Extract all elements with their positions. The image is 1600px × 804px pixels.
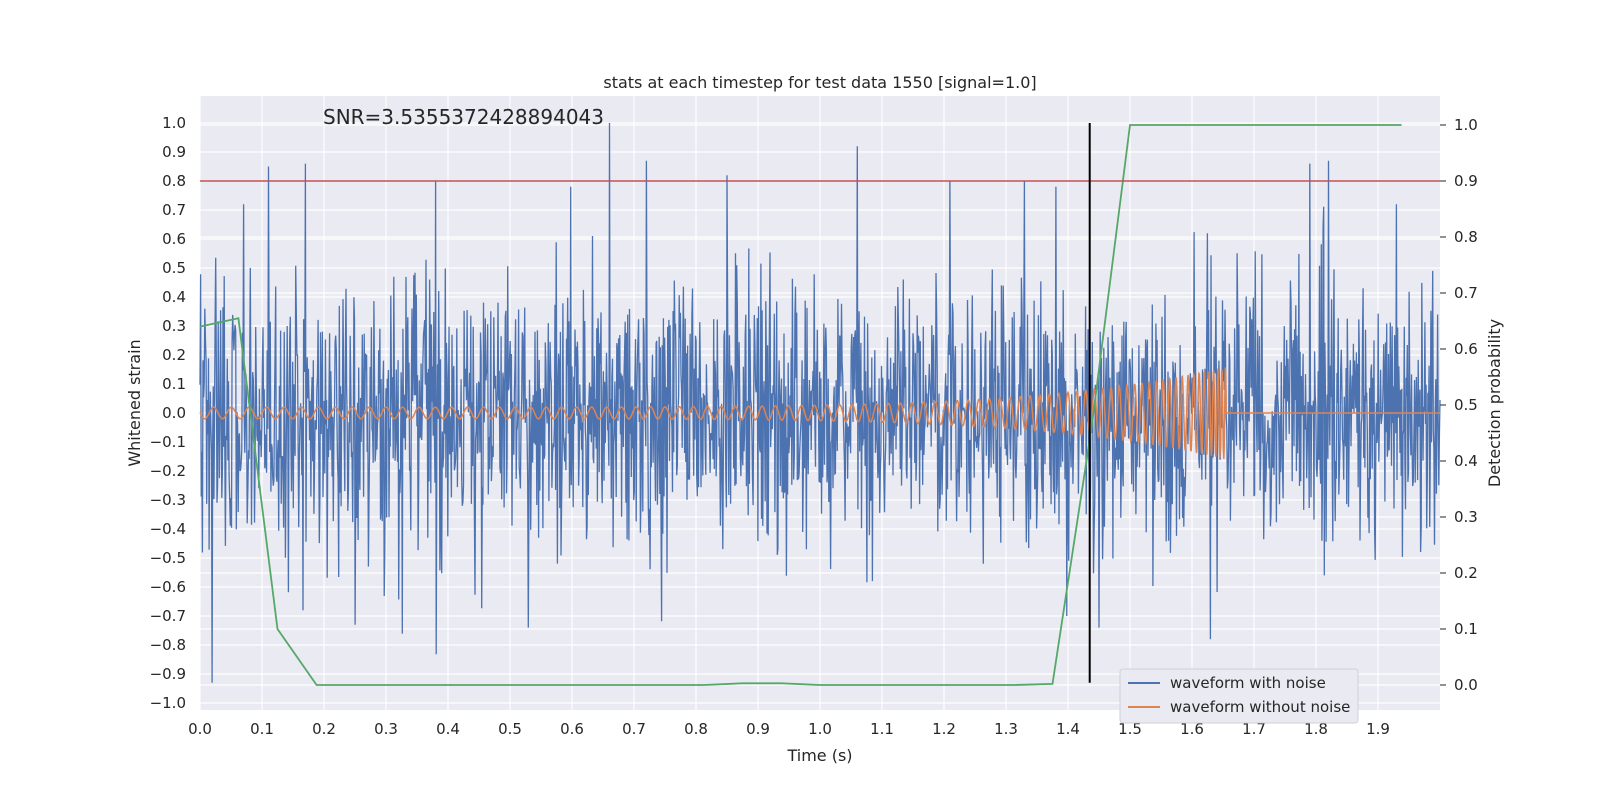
y-tick-label: −0.8: [150, 636, 186, 654]
y-tick-label: 0.1: [162, 375, 186, 393]
snr-annotation: SNR=3.5355372428894043: [323, 105, 604, 129]
x-tick-label: 1.4: [1056, 720, 1080, 738]
x-tick-label: 1.8: [1304, 720, 1328, 738]
y-tick-label: 0.4: [162, 288, 186, 306]
y2-tick-label: 0.2: [1454, 564, 1478, 582]
x-tick-label: 0.1: [250, 720, 274, 738]
y2-tick-label: 0.4: [1454, 452, 1478, 470]
clean-waveform-line: [199, 367, 1440, 459]
x-tick-label: 0.7: [622, 720, 646, 738]
noisy-waveform-line: [199, 122, 1441, 683]
x-tick-label: 0.3: [374, 720, 398, 738]
y-axis-label: Whitened strain: [125, 339, 144, 466]
y-tick-label: −0.5: [150, 549, 186, 567]
x-tick-label: 1.5: [1118, 720, 1142, 738]
x-tick-label: 1.6: [1180, 720, 1204, 738]
y-tick-label: −0.1: [150, 433, 186, 451]
y-tick-label: 0.8: [162, 172, 186, 190]
y2-tick-label: 0.6: [1454, 340, 1478, 358]
legend: waveform with noise waveform without noi…: [1119, 668, 1359, 724]
y-tick-label: 0.9: [162, 143, 186, 161]
y2-tick-label: 0.5: [1454, 396, 1478, 414]
y2-tick-label: 1.0: [1454, 116, 1478, 134]
series-layer: [199, 122, 1441, 686]
y-tick-label: −0.2: [150, 462, 186, 480]
x-tick-label: 0.2: [312, 720, 336, 738]
y-tick-label: 0.3: [162, 317, 186, 335]
y2-tick-label: 0.3: [1454, 508, 1478, 526]
detection-probability-line: [199, 124, 1402, 686]
y-tick-label: −0.3: [150, 491, 186, 509]
y-tick-label: −0.9: [150, 665, 186, 683]
x-axis-label: Time (s): [786, 746, 852, 765]
x-tick-label: 0.8: [684, 720, 708, 738]
x-tick-label: 0.9: [746, 720, 770, 738]
y-tick-label: −1.0: [150, 694, 186, 712]
x-tick-label: 0.4: [436, 720, 460, 738]
y2-tick-label: 0.7: [1454, 284, 1478, 302]
y2-tick-label: 0.0: [1454, 676, 1478, 694]
y2-tick-label: 0.9: [1454, 172, 1478, 190]
y-tick-label: −0.6: [150, 578, 186, 596]
x-tick-label: 1.7: [1242, 720, 1266, 738]
x-tick-label: 1.2: [932, 720, 956, 738]
y-tick-label: 0.0: [162, 404, 186, 422]
y-tick-label: −0.7: [150, 607, 186, 625]
x-tick-label: 1.9: [1366, 720, 1390, 738]
x-tick-label: 1.3: [994, 720, 1018, 738]
y-tick-label: 0.6: [162, 230, 186, 248]
y-tick-label: −0.4: [150, 520, 186, 538]
legend-label-noise: waveform with noise: [1170, 674, 1326, 692]
chart-title: stats at each timestep for test data 155…: [603, 73, 1036, 92]
y2-tick-label: 0.1: [1454, 620, 1478, 638]
y-tick-label: 1.0: [162, 114, 186, 132]
y2-tick-label: 0.8: [1454, 228, 1478, 246]
x-tick-label: 1.0: [808, 720, 832, 738]
y-tick-label: 0.2: [162, 346, 186, 364]
x-tick-label: 0.5: [498, 720, 522, 738]
x-tick-label: 0.0: [188, 720, 212, 738]
y-tick-label: 0.5: [162, 259, 186, 277]
x-tick-label: 1.1: [870, 720, 894, 738]
y2-axis-label: Detection probability: [1485, 319, 1504, 487]
legend-label-clean: waveform without noise: [1170, 698, 1350, 716]
legend-box: [1119, 668, 1359, 724]
x-tick-label: 0.6: [560, 720, 584, 738]
y-tick-label: 0.7: [162, 201, 186, 219]
tick-labels: 0.0 0.1 0.2 0.3 0.4 0.5 0.6 0.7 0.8 0.9 1.0 1.1 1.2 1…: [150, 114, 1478, 738]
